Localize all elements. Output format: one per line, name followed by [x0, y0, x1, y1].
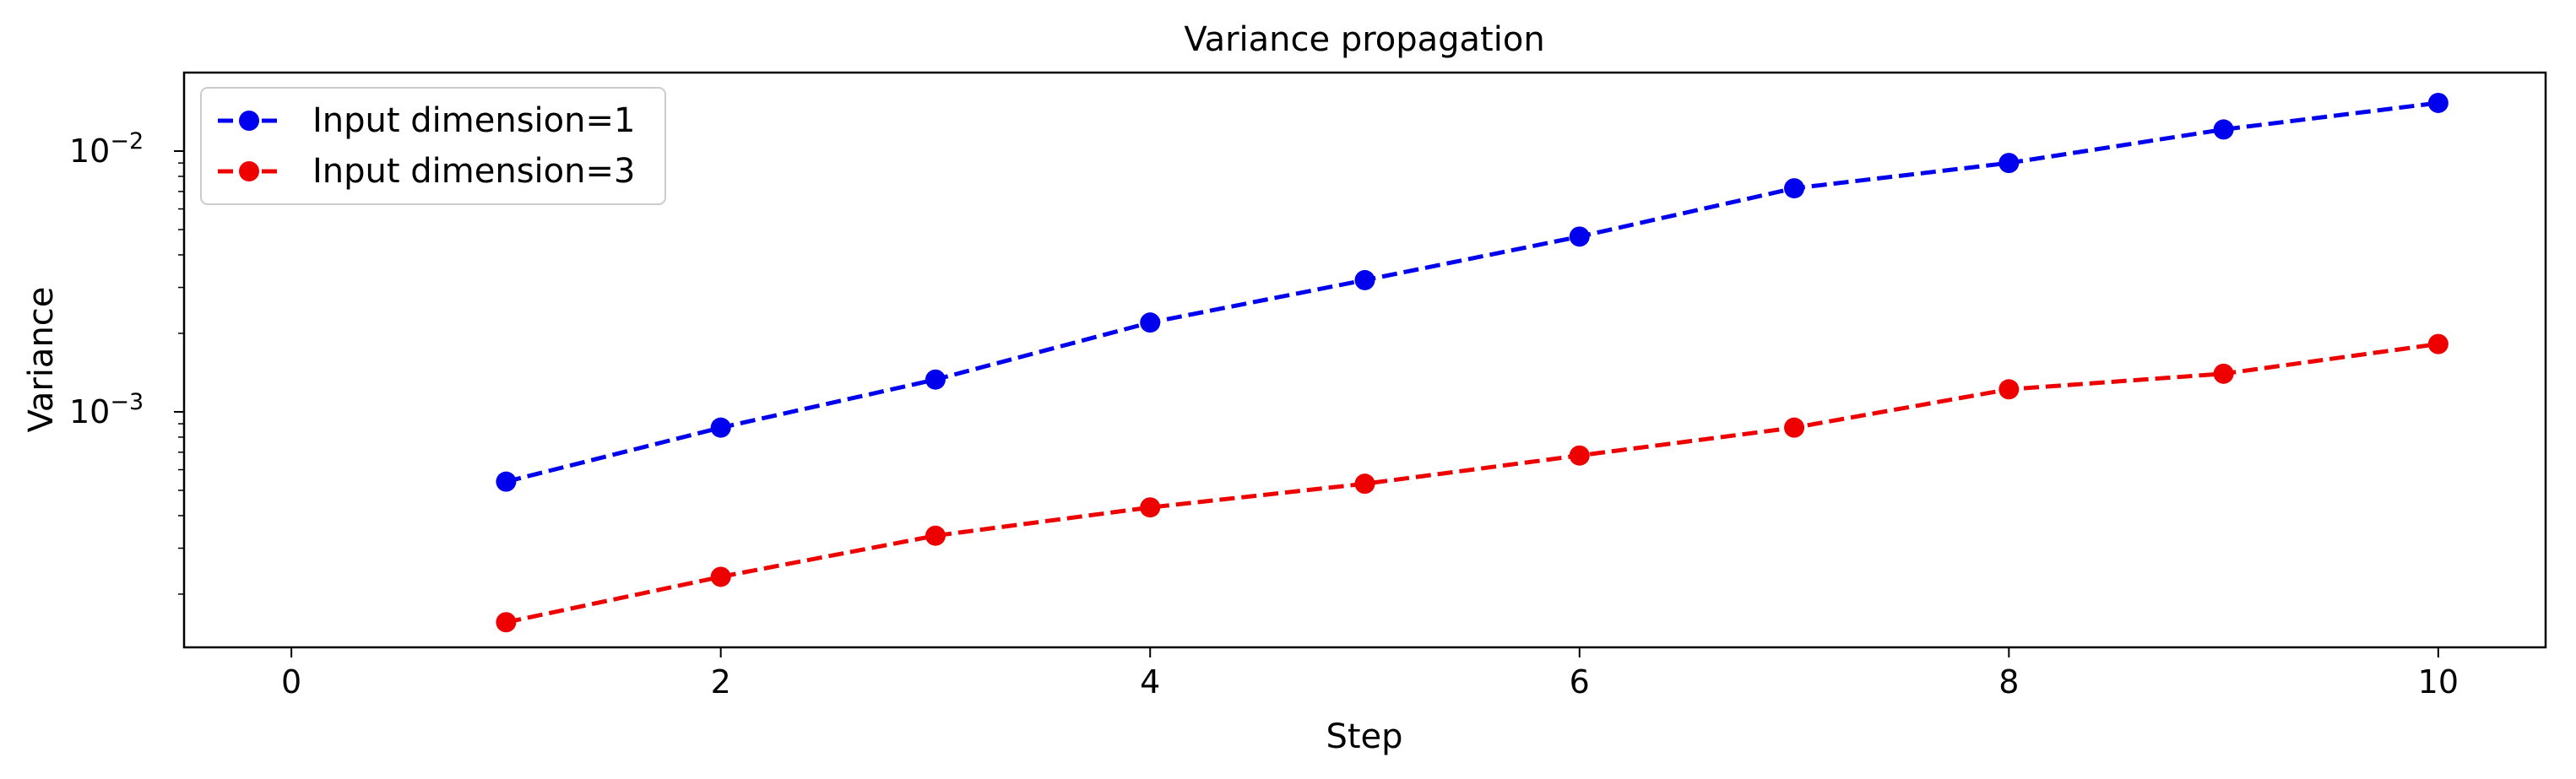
y-axis-ticks: 10−210−3	[69, 128, 184, 595]
data-point	[1998, 153, 2020, 174]
y-tick-exponent: −2	[110, 128, 144, 154]
x-axis-ticks: 0 2 4 6 8 10	[281, 647, 2459, 701]
data-point	[1784, 178, 1805, 199]
x-tick-label: 8	[1998, 663, 2019, 701]
data-point	[925, 525, 946, 546]
y-tick-base: 10	[69, 393, 110, 430]
x-axis-label: Step	[1326, 717, 1402, 756]
series-2	[496, 333, 2449, 633]
data-point	[1354, 269, 1375, 290]
series-1	[496, 92, 2449, 492]
data-point	[2213, 363, 2234, 384]
data-point	[710, 566, 731, 587]
data-point	[2427, 92, 2449, 113]
x-tick-label: 0	[281, 663, 301, 701]
plot-frame	[182, 71, 2547, 649]
data-point	[925, 369, 946, 390]
plot-area	[496, 92, 2449, 633]
y-tick-base: 10	[69, 133, 110, 170]
series-line	[505, 100, 2439, 484]
data-point	[496, 612, 517, 633]
x-tick-label: 4	[1140, 663, 1160, 701]
data-point	[1140, 312, 1161, 333]
chart-title: Variance propagation	[1184, 20, 1544, 59]
y-tick-label: 10−3	[69, 389, 144, 430]
data-point	[1354, 473, 1375, 495]
data-point	[1998, 379, 2020, 400]
legend-marker-dim3	[239, 161, 259, 181]
y-tick-label: 10−2	[69, 128, 144, 170]
legend-label-dim1: Input dimension=1	[312, 101, 635, 140]
x-tick-label: 6	[1570, 663, 1590, 701]
x-tick-label: 2	[711, 663, 731, 701]
data-point	[710, 417, 731, 438]
data-point	[1569, 226, 1590, 247]
data-point	[2213, 119, 2234, 140]
legend: Input dimension=1 Input dimension=3	[200, 87, 666, 205]
data-point	[1784, 417, 1805, 438]
legend-box	[200, 87, 666, 205]
legend-label-dim3: Input dimension=3	[312, 152, 635, 191]
data-point	[2427, 333, 2449, 354]
data-point	[1140, 497, 1161, 518]
data-point	[1569, 445, 1590, 466]
legend-marker-dim1	[239, 111, 259, 131]
y-axis-label: Variance	[22, 287, 61, 433]
series-line	[505, 342, 2439, 625]
data-point	[496, 471, 517, 492]
x-tick-label: 10	[2418, 663, 2459, 701]
y-tick-exponent: −3	[110, 389, 144, 415]
